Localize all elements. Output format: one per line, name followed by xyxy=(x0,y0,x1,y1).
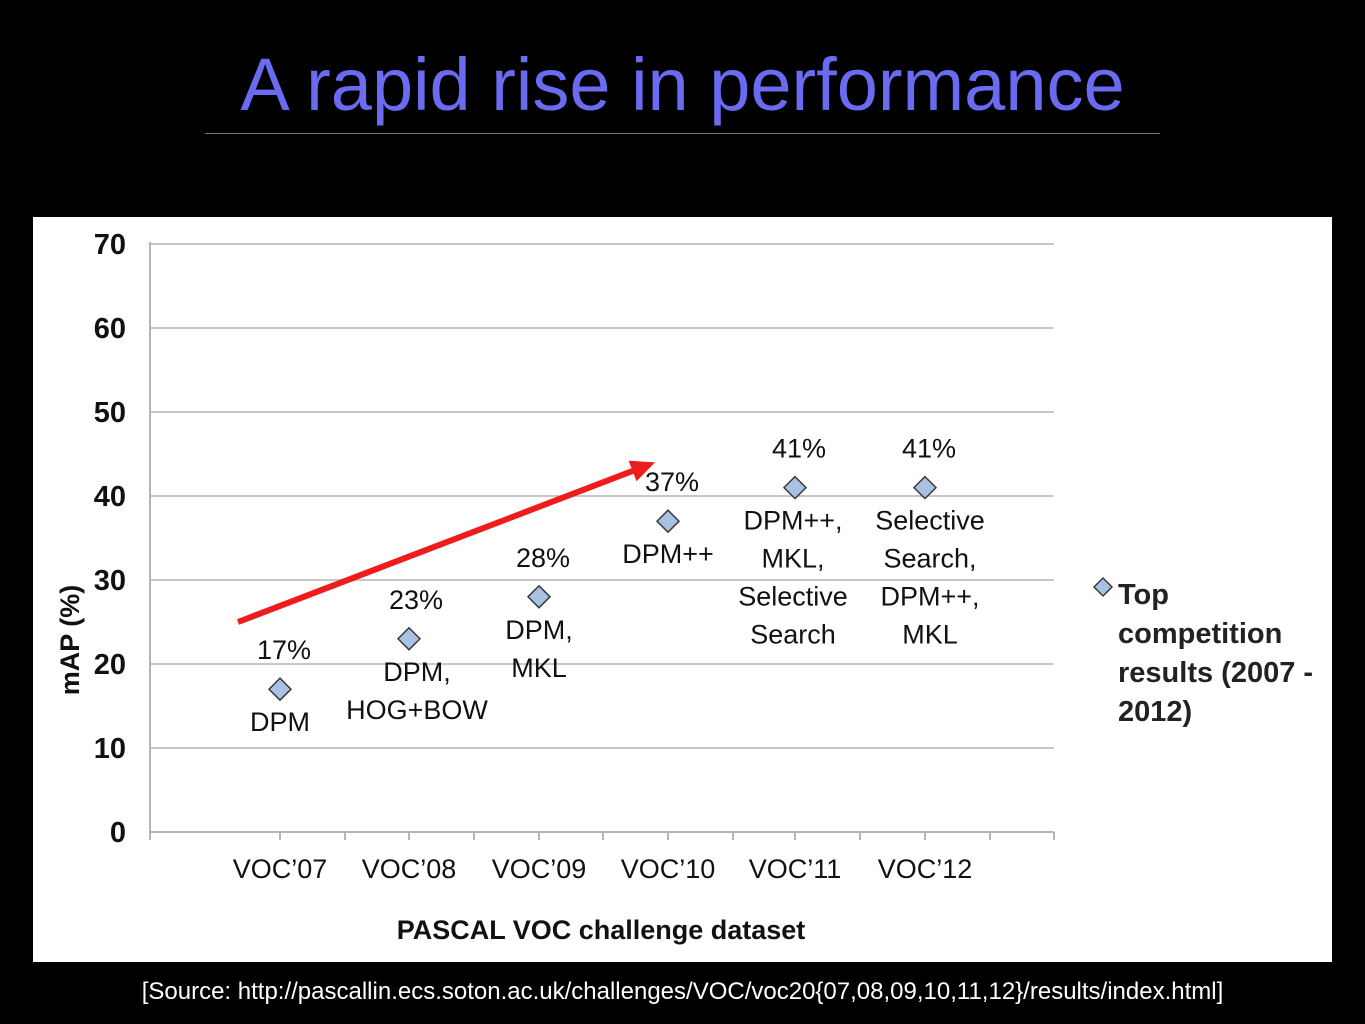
data-point-marker xyxy=(396,626,422,651)
method-label-line: Selective xyxy=(738,582,848,612)
method-label-line: MKL xyxy=(511,653,567,683)
method-label-line: Search, xyxy=(883,544,976,574)
data-point-marker xyxy=(655,509,681,534)
method-label-line: DPM, xyxy=(505,615,573,645)
chart-panel: 0 10 20 30 40 50 60 70 VOC’07 VOC’08 VOC’09 VOC’10 V… xyxy=(33,217,1332,962)
y-tick-label-60: 60 xyxy=(94,313,126,345)
x-category-label: VOC’07 xyxy=(233,854,328,884)
trend-arrow-head xyxy=(628,460,655,482)
title-divider xyxy=(205,133,1160,134)
value-label: 17% xyxy=(257,635,311,665)
method-label-line: DPM, xyxy=(383,657,451,687)
x-category-label: VOC’08 xyxy=(362,854,457,884)
method-label-line: DPM++, xyxy=(743,506,842,536)
y-tick-label-30: 30 xyxy=(94,565,126,597)
value-label: 23% xyxy=(389,585,443,615)
value-label: 41% xyxy=(772,434,826,464)
method-label-line: MKL xyxy=(902,620,958,650)
legend: Top competition results (2007 - 2012) xyxy=(1092,576,1313,728)
y-tick-label-0: 0 xyxy=(110,817,126,849)
x-category-label: VOC’10 xyxy=(621,854,716,884)
method-label-line: DPM++, xyxy=(880,582,979,612)
data-point-marker xyxy=(912,475,938,500)
slide-title: A rapid rise in performance xyxy=(240,43,1125,126)
x-category-label: VOC’11 xyxy=(749,854,842,884)
x-category-label: VOC’12 xyxy=(878,854,973,884)
legend-label-line: 2012) xyxy=(1118,696,1192,728)
method-label-line: DPM xyxy=(250,707,310,737)
method-label-line: DPM++ xyxy=(622,539,714,569)
method-label-line: Selective xyxy=(875,506,985,536)
chart: 0 10 20 30 40 50 60 70 VOC’07 VOC’08 VOC’09 VOC’10 V… xyxy=(55,229,1313,945)
y-tick-label-40: 40 xyxy=(94,481,126,513)
data-point-marker xyxy=(782,475,808,500)
y-tick-label-70: 70 xyxy=(94,229,126,261)
method-label-line: MKL, xyxy=(761,544,824,574)
data-point-marker xyxy=(267,677,293,702)
value-label: 28% xyxy=(516,543,570,573)
legend-label-line: Top xyxy=(1118,579,1169,611)
source-citation: [Source: http://pascallin.ecs.soton.ac.u… xyxy=(141,978,1224,1005)
data-point-marker xyxy=(526,584,552,609)
y-axis-title: mAP (%) xyxy=(55,585,85,696)
trend-arrow-line xyxy=(236,468,634,625)
y-tick-label-10: 10 xyxy=(94,733,126,765)
value-label: 37% xyxy=(645,467,699,497)
y-tick-label-50: 50 xyxy=(94,397,126,429)
legend-label-line: competition xyxy=(1118,618,1282,650)
method-label-line: HOG+BOW xyxy=(346,695,488,725)
x-axis-title: PASCAL VOC challenge dataset xyxy=(397,915,806,945)
x-category-label: VOC’09 xyxy=(492,854,587,884)
legend-marker xyxy=(1092,576,1114,598)
value-label: 41% xyxy=(902,434,956,464)
method-label-line: Search xyxy=(750,620,836,650)
legend-label-line: results (2007 - xyxy=(1118,657,1313,689)
y-tick-label-20: 20 xyxy=(94,649,126,681)
